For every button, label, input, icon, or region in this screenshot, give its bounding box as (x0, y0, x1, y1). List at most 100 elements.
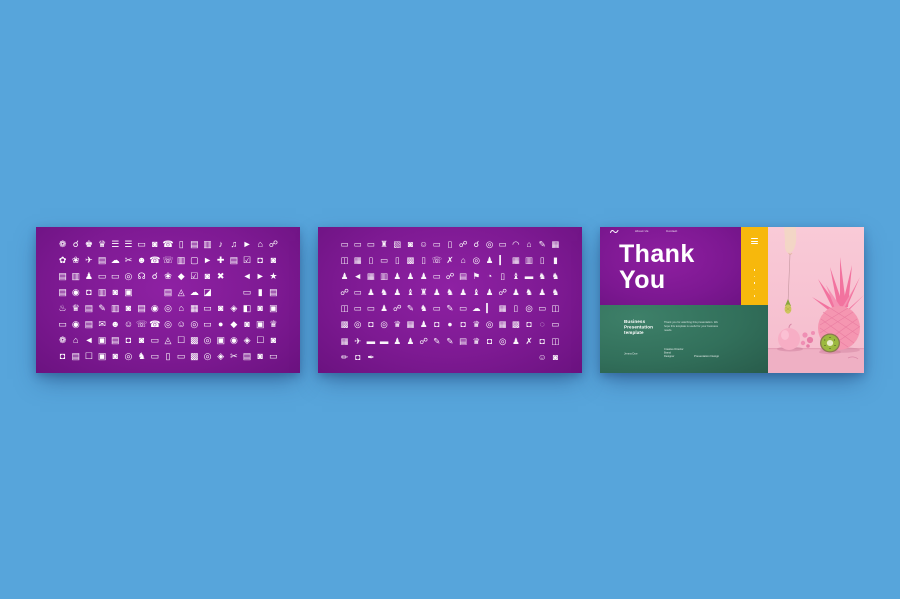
grid-gap (483, 349, 496, 365)
grid-icon: ▤ (163, 286, 173, 297)
grid-icon: ✗ (446, 254, 454, 265)
hand (784, 227, 797, 254)
grid-icon: ♪ (218, 238, 223, 249)
grid-icon: ▤ (459, 271, 468, 282)
grid-icon: ◈ (243, 335, 251, 346)
grid-icon: ❀ (164, 270, 172, 281)
grid-icon: ☐ (84, 351, 93, 362)
yellow-accent-panel (741, 227, 768, 305)
grid-icon: ◙ (257, 303, 263, 314)
grid-icon: ❁ (58, 238, 67, 249)
grid-icon: ◌ (539, 319, 545, 330)
credit-role-line: Creative Director (664, 348, 684, 351)
grid-icon: ⌂ (460, 254, 466, 265)
grid-icon: ◬ (177, 286, 185, 297)
grid-icon: ► (242, 238, 252, 249)
grid-icon: ✿ (58, 254, 67, 265)
grid-icon: ▣ (269, 303, 278, 314)
grid-icon: ◫ (340, 303, 349, 314)
grid-icon: ▩ (190, 335, 199, 346)
grid-icon: ▭ (137, 238, 146, 249)
grid-icon: ☁ (189, 286, 199, 297)
grid-icon: ☻ (136, 254, 147, 265)
grid-icon: ▯ (178, 238, 184, 249)
grid-icon: ▥ (525, 254, 534, 265)
grid-icon: ♛ (472, 319, 481, 330)
grid-icon: ✈ (85, 254, 93, 265)
grid-icon: ☎ (149, 254, 161, 265)
grid-icon: ☐ (256, 335, 265, 346)
grid-icon: ◘ (125, 335, 132, 346)
pineapple-texture (819, 307, 861, 348)
grid-gap (214, 284, 227, 300)
grid-gap (496, 349, 509, 365)
string (787, 253, 791, 304)
grid-icon: ☺ (123, 319, 134, 330)
grid-icon: ☌ (72, 238, 79, 249)
grid-icon: ♝ (472, 287, 481, 298)
grid-icon: ☎ (162, 238, 174, 249)
grid-icon: ● (217, 319, 224, 330)
grid-gap (391, 349, 404, 365)
grid-icon: ▦ (498, 319, 507, 330)
table-edge (768, 348, 864, 350)
grid-icon: ✎ (446, 335, 454, 346)
grid-icon: ☺ (419, 238, 428, 249)
credit-role-line: Brand (664, 351, 671, 355)
grid-icon: ♟ (485, 254, 494, 265)
grid-icon: ☻ (110, 319, 121, 330)
title-line: You (619, 266, 666, 294)
grid-icon: ♞ (380, 287, 388, 298)
grid-icon: ◈ (230, 303, 238, 314)
grid-icon: ◙ (270, 254, 277, 265)
grid-icon: ✎ (406, 303, 415, 314)
grid-icon: ♟ (380, 303, 388, 314)
grid-icon: ♟ (393, 271, 402, 282)
slide-header: About Us Contact (600, 227, 741, 237)
grid-icon: ▤ (58, 270, 67, 281)
green-info-panel: Business Presentation template Thank you… (600, 305, 768, 373)
subtitle-text: Business Presentation template (624, 319, 653, 336)
grid-icon: ▦ (190, 303, 199, 314)
grid-icon: ▭ (366, 238, 375, 249)
grid-icon: ◎ (190, 319, 199, 330)
grid-gap (135, 284, 148, 300)
grid-icon: ▦ (406, 319, 415, 330)
grid-icon: ▭ (97, 270, 107, 281)
grid-icon: ☍ (340, 287, 349, 298)
title-line: Thank (619, 240, 695, 268)
grid-icon: ▭ (340, 238, 349, 249)
grid-icon: ▭ (203, 303, 212, 314)
grid-icon: ◙ (407, 238, 414, 249)
grid-gap (227, 284, 240, 300)
grid-icon: ▯ (165, 351, 171, 362)
grid-icon: ♛ (71, 303, 80, 314)
grid-icon: ◎ (380, 319, 388, 330)
grid-icon: ◙ (244, 319, 250, 330)
grid-icon: ▥ (380, 271, 389, 282)
grid-icon: ▥ (71, 270, 81, 281)
grid-icon: ♟ (419, 271, 428, 282)
grid-icon: ▥ (111, 303, 120, 314)
credit-roles: Creative Director Brand Designer (664, 348, 683, 359)
grid-icon: ◙ (138, 335, 145, 346)
logo-icon (610, 229, 619, 234)
grid-icon: ▣ (97, 335, 107, 346)
grid-icon: ▎ (486, 303, 493, 314)
grid-icon: ◙ (112, 286, 118, 297)
grid-icon: ◄ (353, 271, 362, 282)
grid-icon: ▭ (432, 303, 441, 314)
pendant-charm (784, 299, 792, 314)
grid-icon: ▭ (203, 319, 212, 330)
grid-icon: ◎ (203, 351, 212, 362)
slide-icon-set-filled: ❁ ☌ ♚ ♛ ☰ ☰ ▭ ◙ ☎ ▯ ▤ ▥ ♪ ♫ ► ⌂ ☍ ✿ ❀ ✈ ▤ ☁ ✂ ☻ ☎ ☏ ▥ ▢ ► ✚ ▤ ☑ ◘ ◙ ▤ ▥ ♟ ▭ ▭ ◎… (36, 227, 300, 373)
grid-icon: ♞ (538, 271, 547, 282)
grid-gap (470, 349, 483, 365)
grid-icon: ⚑ (472, 271, 481, 282)
grid-icon: ▬ (524, 271, 534, 282)
grid-icon: ◪ (203, 286, 212, 297)
pink-pineapple-photo (768, 227, 864, 373)
grid-icon: ♛ (393, 319, 402, 330)
grid-icon: ✂ (230, 351, 238, 362)
menu-icon (751, 238, 758, 246)
